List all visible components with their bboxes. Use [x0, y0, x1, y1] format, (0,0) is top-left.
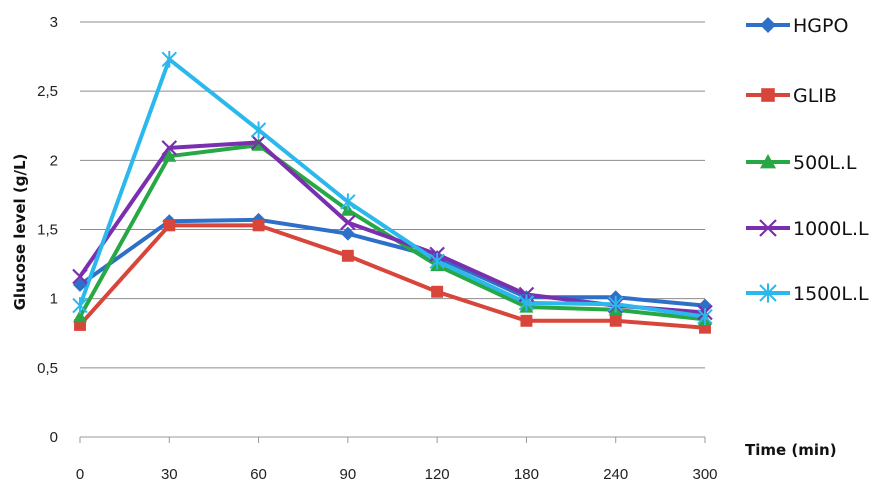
data-point: [340, 214, 356, 231]
legend: HGPO GLIB 500L.L 1000L.L 1500L.L: [746, 15, 869, 305]
data-point: [163, 219, 176, 232]
y-tick-label: 2,5: [37, 83, 58, 100]
data-point: [340, 226, 355, 241]
legend-marker: [759, 283, 777, 303]
marker-stroke: [72, 268, 88, 285]
data-point: [162, 149, 177, 162]
legend-label: HGPO: [793, 15, 848, 37]
data-point: [252, 219, 265, 232]
series-line: [78, 223, 706, 330]
y-tick-label: 0,5: [37, 360, 58, 377]
legend-marker: [760, 17, 776, 33]
x-axis-title: Time (min): [745, 441, 837, 459]
data-point: [341, 249, 354, 262]
data-point: [431, 285, 444, 298]
legend-label: 1000L.L: [793, 218, 869, 240]
x-axis-ticks: 0 30 60 90 120 180 240 300: [76, 437, 718, 483]
series-line: [78, 57, 706, 319]
x-tick-label: 120: [425, 466, 450, 483]
legend-label: GLIB: [793, 85, 837, 107]
data-point: [697, 308, 713, 326]
x-tick-label: 0: [76, 466, 84, 483]
legend-marker: [760, 154, 776, 169]
data-point: [72, 268, 88, 285]
x-tick-label: 90: [340, 466, 357, 483]
y-tick-label: 1: [50, 291, 58, 308]
data-point: [608, 295, 624, 313]
data-point: [250, 121, 267, 139]
marker-stroke: [759, 219, 777, 237]
data-point: [74, 319, 86, 331]
x-tick-label: 60: [250, 466, 267, 483]
x-tick-label: 300: [692, 466, 717, 483]
y-axis-title: Glucose level (g/L): [11, 154, 29, 311]
y-tick-label: 1,5: [37, 222, 58, 239]
x-tick-label: 240: [603, 466, 628, 483]
legend-marker: [759, 219, 777, 237]
legend-marker: [761, 88, 775, 102]
y-axis-ticks: 0 0,5 1 1,5 2 2,5 3: [37, 14, 58, 446]
y-tick-label: 3: [50, 14, 58, 31]
data-point: [518, 294, 535, 312]
data-point: [161, 50, 177, 68]
y-tick-label: 2: [50, 152, 58, 169]
series-markers: [72, 50, 713, 334]
data-point: [609, 314, 622, 327]
marker-stroke: [250, 134, 267, 151]
data-point: [520, 314, 533, 327]
data-point: [72, 297, 88, 314]
marker-stroke: [340, 214, 356, 231]
x-tick-label: 30: [161, 466, 178, 483]
y-tick-label: 0: [50, 429, 58, 446]
series-lines: [78, 57, 706, 330]
legend-label: 500L.L: [793, 152, 857, 174]
marker-stroke: [161, 140, 178, 156]
data-point: [161, 140, 178, 156]
x-tick-label: 180: [514, 466, 539, 483]
data-point: [699, 321, 711, 334]
data-point: [251, 138, 266, 151]
data-point: [250, 134, 267, 151]
data-point: [340, 193, 356, 211]
legend-label: 1500L.L: [793, 283, 869, 305]
series-line: [78, 217, 706, 308]
data-point: [73, 309, 87, 323]
data-point: [429, 252, 445, 270]
